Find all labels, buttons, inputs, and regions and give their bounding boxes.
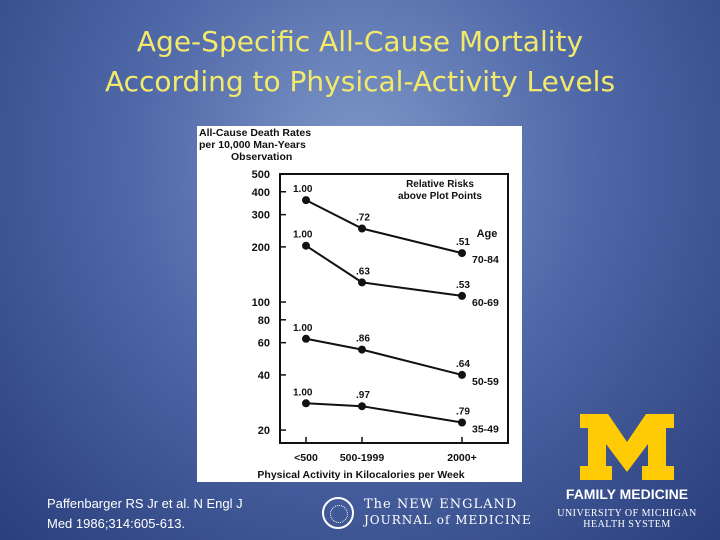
relative-risk-label: 1.00	[293, 387, 313, 398]
slide-title-line-2: According to Physical-Activity Levels	[104, 65, 616, 98]
chart-svg: All-Cause Death Rates per 10,000 Man-Yea…	[199, 127, 509, 481]
data-point	[302, 399, 310, 408]
relative-risk-label: .51	[456, 237, 470, 248]
y-axis-label-line-3: Observation	[231, 151, 292, 163]
um-department: FAMILY MEDICINE	[565, 486, 689, 502]
y-tick-label: 80	[258, 315, 270, 327]
mortality-chart: All-Cause Death Rates per 10,000 Man-Yea…	[197, 126, 522, 482]
series-line-50-59	[305, 337, 463, 376]
x-tick-label: 2000+	[447, 452, 477, 464]
block-m-letter: M	[627, 451, 628, 453]
annotation-line-2: above Plot Points	[398, 191, 482, 202]
series-line-60-69	[305, 244, 463, 297]
y-tick-label: 20	[258, 425, 270, 437]
legend-title: Age	[477, 228, 498, 240]
series-line-35-49	[305, 402, 463, 424]
y-tick-label: 400	[252, 187, 270, 199]
series-line-70-84	[305, 199, 463, 255]
nejm-name-line-2: JOURNAL of MEDICINE	[364, 513, 532, 527]
x-axis-label: Physical Activity in Kilocalories per We…	[257, 469, 464, 481]
slide-title: Age-Specific All-Cause Mortality Accordi…	[0, 22, 720, 102]
relative-risk-label: 1.00	[293, 323, 313, 334]
y-tick-label: 200	[252, 242, 270, 254]
y-axis-label-line-2: per 10,000 Man-Years	[199, 139, 306, 151]
y-tick-label: 300	[252, 210, 270, 222]
block-m-icon: M	[580, 414, 674, 480]
series-age-label: 70-84	[472, 254, 499, 266]
nejm-name-line-1: The NEW ENGLAND	[364, 497, 518, 512]
um-university: UNIVERSITY OF MICHIGAN HEALTH SYSTEM	[552, 508, 702, 530]
x-tick-label: <500	[294, 452, 318, 464]
relative-risk-label: .63	[356, 266, 370, 277]
um-family-medicine-logo: M FAMILY MEDICINE UNIVERSITY OF MICHIGAN…	[552, 410, 702, 536]
relative-risk-label: .79	[456, 406, 470, 417]
data-point	[458, 249, 466, 258]
data-point	[302, 196, 310, 205]
y-tick-label: 40	[258, 370, 270, 382]
nejm-logo: The NEW ENGLAND JOURNAL of MEDICINE	[322, 495, 532, 533]
annotation-line-1: Relative Risks	[406, 179, 474, 190]
series-age-label: 50-59	[472, 376, 499, 388]
relative-risk-label: 1.00	[293, 184, 313, 195]
relative-risk-label: .53	[456, 280, 470, 291]
citation-line-1: Paffenbarger RS Jr et al. N Engl J	[47, 496, 243, 511]
data-point	[358, 402, 366, 411]
relative-risk-label: .86	[356, 334, 370, 345]
data-point	[458, 370, 466, 379]
um-university-line-1: UNIVERSITY OF MICHIGAN	[557, 508, 697, 519]
citation-line-2: Med 1986;314:605-613.	[47, 516, 186, 531]
um-university-line-2: HEALTH SYSTEM	[583, 519, 671, 530]
data-point	[358, 345, 366, 354]
plot-frame	[279, 173, 509, 444]
data-point	[358, 278, 366, 287]
relative-risk-label: .97	[356, 390, 370, 401]
relative-risk-label: .72	[356, 213, 370, 224]
data-point	[458, 291, 466, 300]
block-m-shape	[580, 414, 674, 480]
relative-risk-label: .64	[456, 359, 470, 370]
data-point	[302, 334, 310, 343]
slide-title-line-1: Age-Specific All-Cause Mortality	[136, 25, 584, 58]
data-point	[358, 224, 366, 233]
data-point	[302, 241, 310, 250]
data-point	[458, 418, 466, 427]
y-tick-label: 100	[252, 297, 270, 309]
relative-risk-label: 1.00	[293, 230, 313, 241]
x-tick-label: 500-1999	[340, 452, 385, 464]
series-age-label: 35-49	[472, 423, 499, 435]
nejm-seal-icon	[322, 497, 354, 529]
citation: Paffenbarger RS Jr et al. N Engl J Med 1…	[47, 494, 243, 534]
series-age-label: 60-69	[472, 297, 499, 309]
y-tick-label: 500	[252, 169, 270, 181]
y-tick-label: 60	[258, 338, 270, 350]
y-axis-label-line-1: All-Cause Death Rates	[199, 127, 311, 139]
